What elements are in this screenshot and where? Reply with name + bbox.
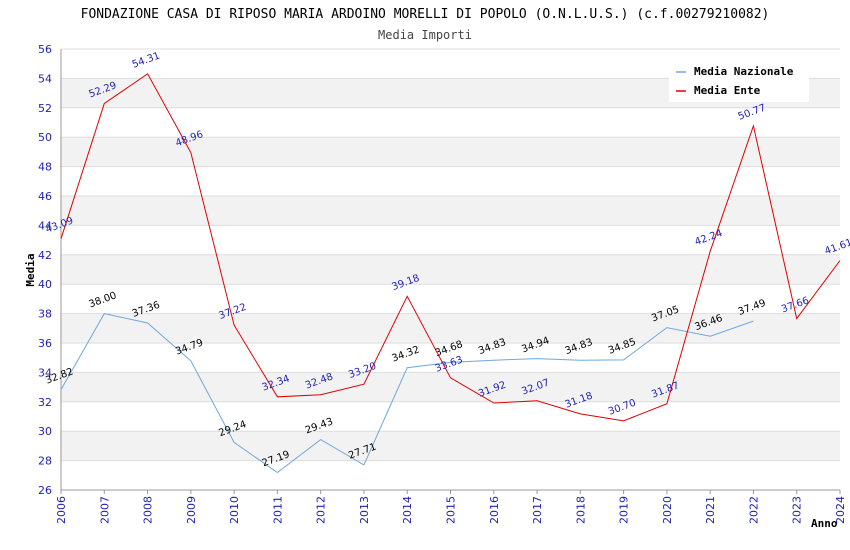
y-tick-label: 36: [38, 337, 52, 350]
x-tick-label: 2017: [531, 496, 544, 524]
y-tick-label: 56: [38, 43, 52, 56]
legend: Media Nazionale Media Ente: [669, 60, 809, 102]
x-tick-label: 2013: [358, 496, 371, 524]
chart-title: FONDAZIONE CASA DI RIPOSO MARIA ARDOINO …: [81, 7, 770, 22]
gridlines: [61, 48, 840, 491]
legend-label-media-ente: Media Ente: [694, 84, 761, 97]
grid-band: [61, 107, 840, 138]
x-tick-label: 2019: [618, 496, 631, 524]
y-tick-label: 48: [38, 161, 52, 174]
x-tick-label: 2016: [488, 496, 501, 524]
grid-band: [61, 431, 840, 461]
grid-band: [61, 284, 840, 314]
x-tick-label: 2010: [228, 496, 241, 524]
y-tick-label: 38: [38, 308, 52, 321]
grid-band: [61, 254, 840, 285]
y-tick-label: 42: [38, 249, 52, 262]
grid-band: [61, 313, 840, 343]
y-tick-label: 34: [38, 366, 52, 379]
x-axis-label: Anno: [811, 517, 838, 530]
y-tick-label: 30: [38, 425, 52, 438]
x-tick-label: 2022: [747, 496, 760, 524]
series-layer: [60, 73, 841, 474]
y-tick-label: 28: [38, 455, 52, 468]
x-tick-label: 2008: [142, 496, 155, 524]
y-tick-label: 54: [38, 72, 52, 85]
x-tick-label: 2018: [574, 496, 587, 524]
chart-subtitle: Media Importi: [378, 28, 472, 42]
grid-band: [61, 401, 840, 432]
y-axis-label: Media: [24, 253, 37, 286]
y-tick-label: 40: [38, 278, 52, 291]
x-tick-label: 2007: [98, 496, 111, 524]
x-tick-label: 2012: [315, 496, 328, 524]
series-line-media-nazionale: [60, 313, 754, 474]
y-tick-label: 32: [38, 396, 52, 409]
x-tick-label: 2020: [661, 496, 674, 524]
y-tick-label: 46: [38, 190, 52, 203]
x-tick-label: 2009: [185, 496, 198, 524]
grid-band: [61, 460, 840, 490]
grid-band: [61, 166, 840, 196]
y-tick-labels: 26 28 30 32 34 36 38 40 42 44 46 48 50 52 54 56: [38, 43, 52, 497]
y-tick-label: 26: [38, 484, 52, 497]
x-tick-label: 2011: [271, 496, 284, 524]
x-tick-label: 2014: [401, 496, 414, 524]
x-tick-label: 2015: [445, 496, 458, 524]
y-tick-label: 52: [38, 102, 52, 115]
x-tick-label: 2021: [704, 496, 717, 524]
x-tick-label: 2024: [834, 496, 847, 524]
x-tick-label: 2023: [791, 496, 804, 524]
x-tick-label: 2006: [55, 496, 68, 524]
x-tick-labels: 2006 2007 2008 2009 2010 2011 2012 2013 2014 2015…: [55, 490, 847, 524]
grid-band: [61, 225, 840, 255]
grid-band: [61, 196, 840, 226]
grid-bands: [61, 49, 840, 490]
grid-band: [61, 343, 840, 373]
y-tick-label: 44: [38, 219, 52, 232]
legend-label-media-nazionale: Media Nazionale: [694, 65, 794, 78]
legend-box: [669, 60, 809, 102]
y-tick-label: 50: [38, 131, 52, 144]
series-line-media-ente: [60, 73, 841, 422]
